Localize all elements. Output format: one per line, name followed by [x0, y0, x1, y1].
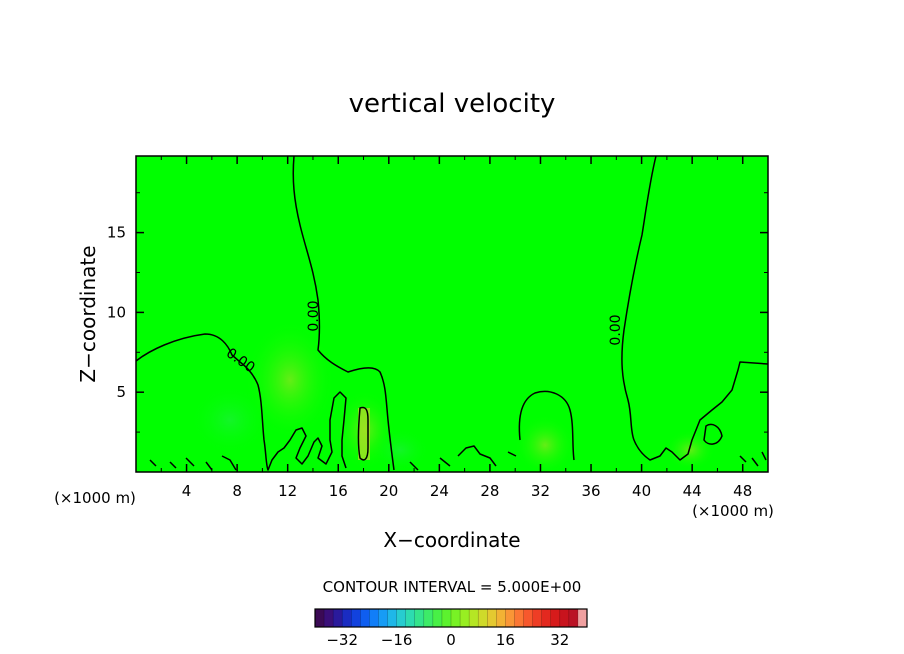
colorbar-swatch: [396, 609, 407, 627]
chart-title: vertical velocity: [349, 89, 556, 119]
colorbar-swatch: [414, 609, 425, 627]
colorbar-swatch: [478, 609, 488, 627]
colorbar-swatch: [541, 609, 552, 627]
contour-zero-left: [136, 333, 347, 471]
field-shading: [190, 320, 715, 472]
contour-lines: [136, 156, 768, 471]
y-tick-label: 15: [107, 224, 126, 242]
colorbar-tick-label: 0: [446, 631, 456, 649]
contour-zero-bottom-mid: [409, 445, 517, 471]
colorbar-swatch: [460, 609, 470, 627]
colorbar-swatch: [324, 609, 334, 627]
colorbar-swatch: [451, 609, 461, 627]
x-tick-label: 20: [379, 482, 398, 500]
x-tick-label: 24: [430, 482, 449, 500]
colorbar-swatch: [441, 609, 452, 627]
contour-zero-bottom-left: [149, 455, 237, 471]
colorbar-swatch: [559, 609, 570, 627]
colorbar-swatch: [405, 609, 416, 627]
x-tick-label: 16: [329, 482, 348, 500]
colorbar-swatch: [342, 609, 352, 627]
colorbar-swatch: [496, 609, 506, 627]
colorbar-swatch: [505, 609, 515, 627]
x-tick-label: 8: [232, 482, 242, 500]
x-tick-label: 4: [182, 482, 192, 500]
colorbar-swatch: [568, 609, 579, 627]
colorbar-swatch: [469, 609, 479, 627]
contour-label: 0.00: [306, 300, 322, 331]
y-tick-label: 5: [116, 383, 126, 401]
x-unit-label-right: (×1000 m): [692, 502, 774, 520]
colorbar-swatch: [387, 609, 398, 627]
x-unit-label-left: (×1000 m): [54, 489, 136, 507]
colorbar-frame: [314, 608, 588, 628]
colorbar-tick-label: −16: [381, 631, 413, 649]
colorbar: −32 −16 0 16 32: [314, 608, 588, 649]
x-tick-label: 32: [531, 482, 550, 500]
plot-frame: [135, 155, 769, 473]
x-tick-label: 12: [278, 482, 297, 500]
x-axis: 4 8 12 16 20 24 28 32 36 40 44 48: [160, 156, 752, 500]
colorbar-swatch: [432, 609, 443, 627]
colorbar-swatch: [369, 609, 379, 627]
x-tick-label: 44: [683, 482, 702, 500]
x-axis-label: X−coordinate: [383, 528, 520, 552]
contour-zero-upper: [292, 156, 395, 471]
colorbar-swatch: [523, 609, 534, 627]
colorbar-swatch: [423, 609, 434, 627]
colorbar-swatch: [378, 609, 389, 627]
colorbar-swatch: [333, 609, 343, 627]
colorbar-swatch: [487, 609, 497, 627]
x-tick-label: 36: [581, 482, 600, 500]
x-tick-label: 48: [733, 482, 752, 500]
colorbar-swatch: [550, 609, 561, 627]
contour-zero-small-loop: [357, 406, 369, 461]
y-axis: 5 10 15: [107, 192, 768, 433]
contour-zero-right-tail: [703, 423, 723, 445]
y-axis-label: Z−coordinate: [76, 245, 100, 382]
colorbar-swatch: [351, 609, 361, 627]
colorbar-tick-label: 16: [496, 631, 515, 649]
colorbar-swatch: [315, 609, 325, 627]
colorbar-swatch: [514, 609, 525, 627]
x-tick-label: 40: [632, 482, 651, 500]
x-tick-label: 28: [480, 482, 499, 500]
contour-zero-dome: [518, 390, 575, 461]
contour-zero-right: [621, 156, 768, 461]
contour-zero-bottom-right: [739, 451, 767, 467]
y-tick-label: 10: [107, 303, 126, 321]
colorbar-swatch: [360, 609, 370, 627]
colorbar-tick-label: 32: [550, 631, 569, 649]
colorbar-tick-label: −32: [326, 631, 358, 649]
colorbar-swatch: [577, 609, 588, 627]
contour-label: 0.00: [608, 314, 624, 345]
colorbar-swatch: [532, 609, 543, 627]
contour-interval-label: CONTOUR INTERVAL = 5.000E+00: [323, 578, 582, 596]
